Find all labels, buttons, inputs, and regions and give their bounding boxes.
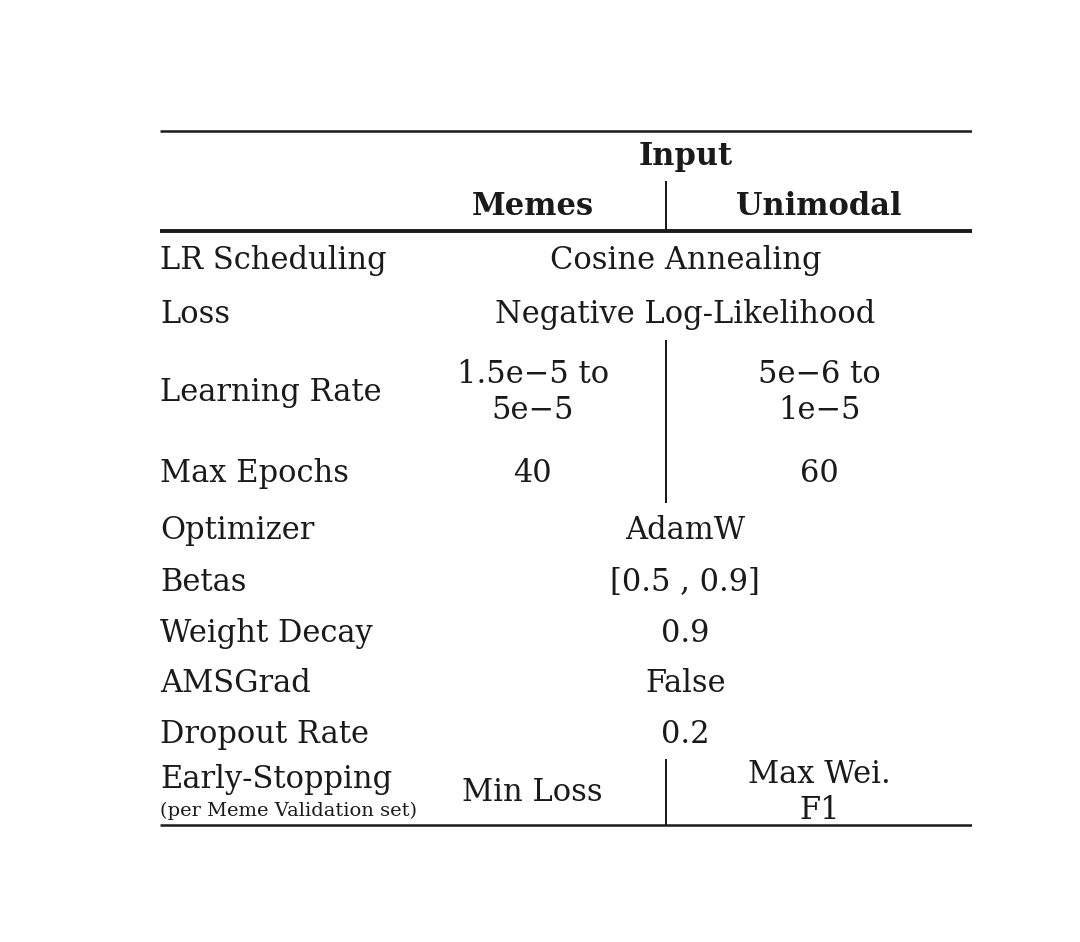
Text: 5e−6 to
1e−5: 5e−6 to 1e−5 bbox=[758, 359, 880, 426]
Text: 0.2: 0.2 bbox=[661, 719, 710, 750]
Text: False: False bbox=[645, 668, 726, 699]
Text: Dropout Rate: Dropout Rate bbox=[160, 719, 369, 750]
Text: 0.9: 0.9 bbox=[661, 618, 710, 649]
Text: Cosine Annealing: Cosine Annealing bbox=[550, 245, 821, 276]
Text: AdamW: AdamW bbox=[625, 514, 745, 545]
Text: Weight Decay: Weight Decay bbox=[160, 618, 373, 649]
Text: (per Meme Validation set): (per Meme Validation set) bbox=[160, 802, 417, 820]
Text: Min Loss: Min Loss bbox=[462, 777, 603, 808]
Text: LR Scheduling: LR Scheduling bbox=[160, 245, 387, 276]
Text: Negative Log-Likelihood: Negative Log-Likelihood bbox=[496, 300, 876, 331]
Text: Max Wei.
F1: Max Wei. F1 bbox=[747, 759, 891, 826]
Text: Optimizer: Optimizer bbox=[160, 514, 314, 545]
Text: Unimodal: Unimodal bbox=[737, 190, 902, 221]
Text: 40: 40 bbox=[513, 459, 552, 490]
Text: Learning Rate: Learning Rate bbox=[160, 377, 381, 408]
Text: 1.5e−5 to
5e−5: 1.5e−5 to 5e−5 bbox=[457, 359, 609, 426]
Text: AMSGrad: AMSGrad bbox=[160, 668, 311, 699]
Text: Loss: Loss bbox=[160, 300, 230, 331]
Text: [0.5 , 0.9]: [0.5 , 0.9] bbox=[610, 567, 760, 598]
Text: Max Epochs: Max Epochs bbox=[160, 459, 349, 490]
Text: Betas: Betas bbox=[160, 567, 246, 598]
Text: Memes: Memes bbox=[472, 190, 594, 221]
Text: Input: Input bbox=[638, 140, 732, 171]
Text: 60: 60 bbox=[800, 459, 839, 490]
Text: Early-Stopping: Early-Stopping bbox=[160, 764, 392, 795]
